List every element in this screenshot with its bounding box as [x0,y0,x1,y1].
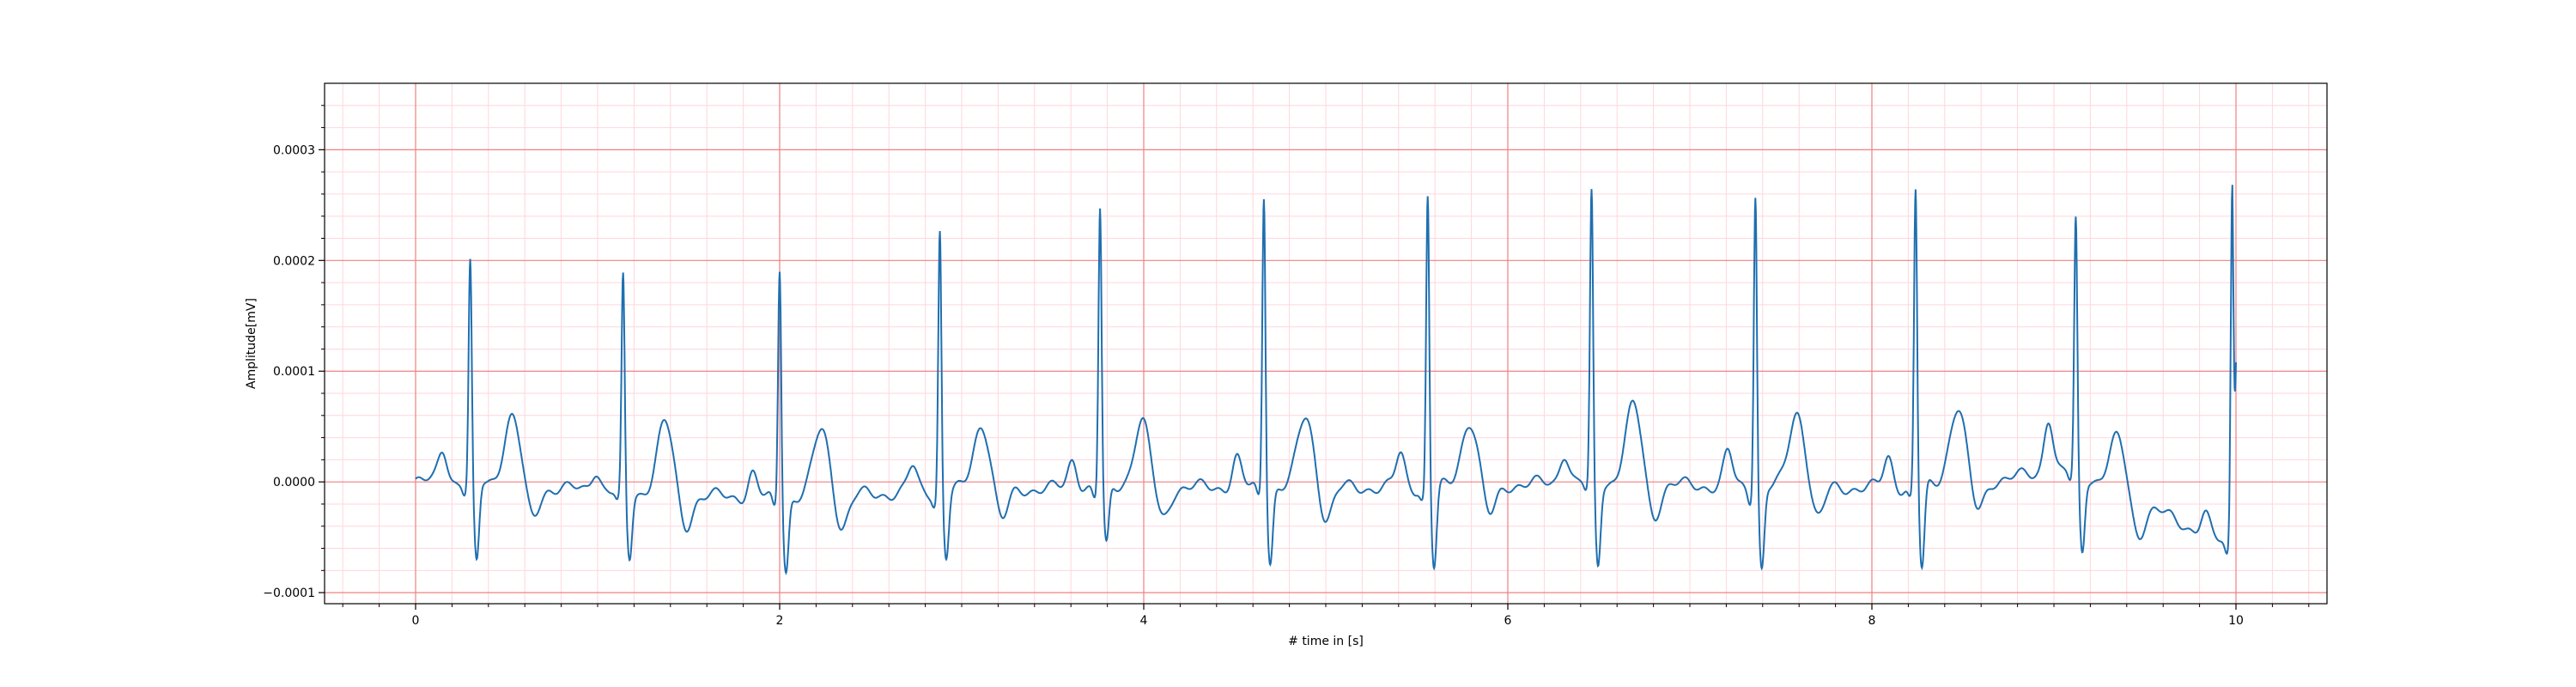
y-axis-title: Amplitude[mV] [245,298,258,389]
y-tick-label: 0.0002 [273,254,315,268]
x-tick-label: 10 [2228,614,2244,628]
x-tick-label: 6 [1504,614,1512,628]
x-tick-label: 2 [776,614,784,628]
y-tick-label: 0.0000 [273,476,315,489]
axis-ticks: 0 2 4 6 8 10 −0.0001 0.0000 0.0001 0.0002 0.0003 [263,105,2310,628]
y-tick-label: 0.0001 [273,365,315,379]
major-grid [325,83,2327,604]
ecg-line [415,185,2237,575]
x-tick-label: 8 [1868,614,1876,628]
x-tick-label: 0 [412,614,420,628]
x-axis-title: # time in [s] [1288,635,1364,648]
x-tick-label: 4 [1140,614,1148,628]
y-tick-label: −0.0001 [263,587,315,600]
y-tick-label: 0.0003 [273,143,315,157]
ecg-series [415,185,2237,575]
